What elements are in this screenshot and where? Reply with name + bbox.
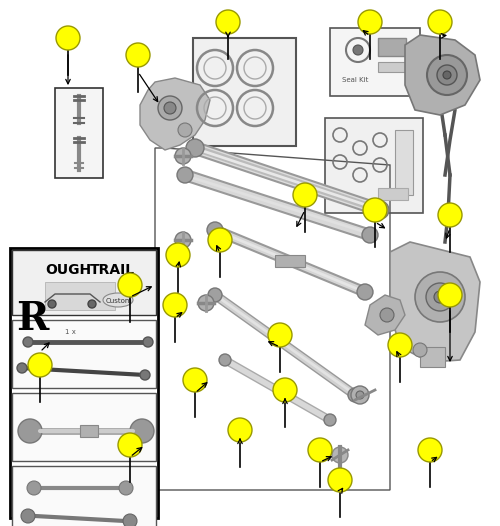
Circle shape [293, 183, 317, 207]
Text: 1 x: 1 x [65, 329, 76, 335]
Circle shape [356, 391, 364, 399]
Circle shape [198, 295, 214, 311]
Polygon shape [365, 295, 405, 335]
Circle shape [216, 10, 240, 34]
Circle shape [118, 273, 142, 297]
Circle shape [140, 370, 150, 380]
Circle shape [17, 363, 27, 373]
Circle shape [413, 343, 427, 357]
Circle shape [48, 300, 56, 308]
Circle shape [126, 43, 150, 67]
Circle shape [118, 433, 142, 457]
Circle shape [418, 438, 442, 462]
Circle shape [428, 10, 452, 34]
Bar [10, 248, 158, 518]
Circle shape [332, 447, 348, 463]
Bar [378, 188, 408, 200]
Bar [275, 255, 305, 267]
Circle shape [380, 308, 394, 322]
Circle shape [186, 139, 204, 157]
Bar [378, 62, 406, 72]
Circle shape [23, 337, 33, 347]
Text: R: R [16, 300, 48, 338]
Circle shape [175, 232, 191, 248]
Text: Custom: Custom [106, 298, 132, 304]
Circle shape [166, 243, 190, 267]
Bar [330, 28, 420, 96]
Circle shape [177, 167, 193, 183]
Circle shape [27, 481, 41, 495]
Circle shape [183, 368, 207, 392]
Polygon shape [405, 35, 480, 115]
Polygon shape [140, 78, 210, 150]
Polygon shape [390, 242, 480, 362]
Circle shape [363, 198, 387, 222]
Bar [420, 347, 445, 367]
Circle shape [207, 222, 223, 238]
Bar [325, 118, 423, 213]
Bar [55, 88, 103, 178]
Circle shape [434, 291, 446, 303]
Circle shape [228, 418, 252, 442]
Bar [12, 393, 156, 461]
Circle shape [388, 333, 412, 357]
Circle shape [348, 388, 362, 402]
Circle shape [351, 386, 369, 404]
Circle shape [208, 228, 232, 252]
Circle shape [18, 419, 42, 443]
Text: OUGH: OUGH [45, 263, 91, 277]
Circle shape [438, 283, 462, 307]
Circle shape [358, 10, 382, 34]
Circle shape [28, 353, 52, 377]
Circle shape [178, 123, 192, 137]
Circle shape [437, 65, 457, 85]
Circle shape [163, 293, 187, 317]
Circle shape [328, 468, 352, 492]
Circle shape [88, 300, 96, 308]
Bar [193, 38, 296, 146]
Circle shape [219, 354, 231, 366]
Circle shape [123, 514, 137, 526]
Circle shape [268, 323, 292, 347]
Circle shape [164, 102, 176, 114]
Circle shape [443, 71, 451, 79]
Bar [378, 38, 406, 56]
Bar [45, 282, 115, 310]
Circle shape [324, 414, 336, 426]
Circle shape [371, 201, 389, 219]
Bar [395, 130, 413, 195]
Circle shape [208, 288, 222, 302]
Circle shape [426, 283, 454, 311]
Circle shape [273, 378, 297, 402]
Circle shape [308, 438, 332, 462]
Circle shape [130, 419, 154, 443]
Circle shape [143, 337, 153, 347]
Circle shape [415, 272, 465, 322]
Circle shape [175, 148, 191, 164]
Bar [12, 320, 156, 388]
Circle shape [362, 227, 378, 243]
Circle shape [427, 55, 467, 95]
Circle shape [438, 203, 462, 227]
Bar [80, 425, 98, 437]
Circle shape [353, 45, 363, 55]
Text: TRAIL: TRAIL [90, 263, 135, 277]
Bar [12, 250, 156, 315]
Circle shape [56, 26, 80, 50]
Text: Seal Kit: Seal Kit [342, 77, 368, 83]
Circle shape [119, 481, 133, 495]
Circle shape [357, 284, 373, 300]
Ellipse shape [103, 293, 133, 307]
Bar [12, 466, 156, 526]
Circle shape [158, 96, 182, 120]
Circle shape [21, 509, 35, 523]
